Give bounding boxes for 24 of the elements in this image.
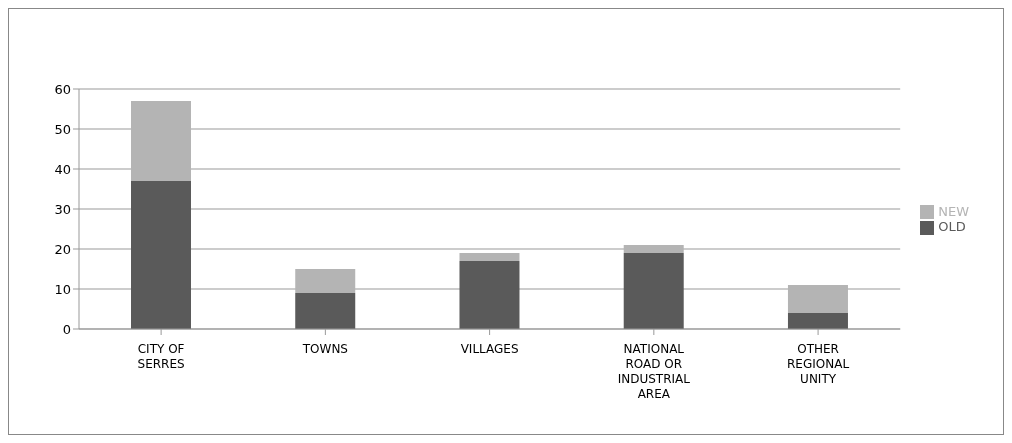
y-tick-label: 10: [54, 281, 71, 297]
y-tick-label: 30: [54, 201, 71, 217]
y-tick-label: 50: [54, 121, 71, 137]
y-tick-label: 60: [54, 81, 71, 97]
bar: [787, 285, 848, 313]
x-tick-label: VILLAGES: [460, 342, 519, 356]
bar: [459, 253, 520, 261]
x-tick-label: OTHER REGIONAL UNITY: [787, 342, 850, 386]
legend-label: NEW: [938, 203, 969, 219]
bar: [623, 245, 684, 253]
y-tick-label: 0: [62, 321, 71, 337]
legend-label: OLD: [938, 219, 966, 234]
bar: [131, 181, 191, 329]
bar: [459, 261, 520, 329]
bar: [131, 101, 191, 181]
y-tick-label: 20: [54, 241, 71, 257]
x-tick-label: TOWNS: [301, 342, 348, 356]
bar: [295, 269, 356, 293]
x-tick-label: NATIONAL ROAD OR INDUSTRIAL AREA: [617, 342, 691, 401]
bar: [623, 253, 684, 329]
bar: [295, 293, 356, 329]
bar: [787, 313, 848, 329]
y-tick-label: 40: [54, 161, 71, 177]
x-tick-label: CITY OF SERRES: [137, 342, 185, 371]
